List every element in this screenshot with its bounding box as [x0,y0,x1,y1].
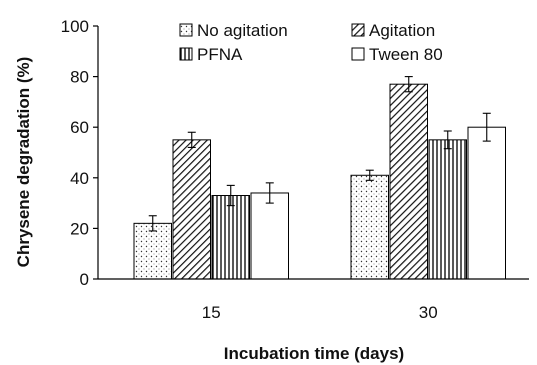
y-tick-label: 0 [80,270,89,289]
x-axis-title: Incubation time (days) [224,344,404,363]
y-tick-label: 100 [61,17,89,36]
bar-tween-80-30 [467,126,506,280]
x-axis-ticks: 15 30 [202,303,438,322]
x-tick-label: 30 [419,303,438,322]
bars [133,83,506,280]
legend-item: Tween 80 [351,45,443,64]
y-axis-title: Chrysene degradation (%) [14,57,33,268]
legend-swatch [351,23,365,37]
error-bar [226,184,235,207]
bar-pfna-15 [211,195,250,280]
bar-no-agitation-15 [133,222,172,280]
y-tick-label: 40 [70,169,89,188]
bar-pfna-30 [428,139,467,280]
error-bar [265,182,274,204]
error-bar [443,130,452,150]
legend-label: Tween 80 [369,45,443,64]
legend-swatch [179,47,193,61]
legend-label: PFNA [197,45,243,64]
x-tick-label: 15 [202,303,221,322]
y-tick-label: 20 [70,219,89,238]
error-bar [148,215,157,232]
legend-swatch [351,47,365,61]
legend-item: PFNA [179,45,243,64]
error-bar [365,169,374,181]
legend-item: Agitation [351,21,435,40]
error-bar [404,76,413,93]
legend-label: Agitation [369,21,435,40]
legend-label: No agitation [197,21,288,40]
bar-no-agitation-30 [350,174,389,280]
error-bar [482,112,491,142]
error-bars [148,76,491,232]
y-axis-ticks: 0 20 40 60 80 100 [61,17,98,289]
y-tick-label: 60 [70,118,89,137]
bar-agitation-30 [389,83,428,280]
bar-agitation-15 [172,139,211,280]
y-tick-label: 80 [70,68,89,87]
error-bar [187,131,196,148]
bar-tween-80-15 [250,192,289,280]
legend-item: No agitation [179,21,288,40]
legend: No agitation Agitation PFNA Tween 80 [179,21,443,64]
legend-swatch [179,23,193,37]
